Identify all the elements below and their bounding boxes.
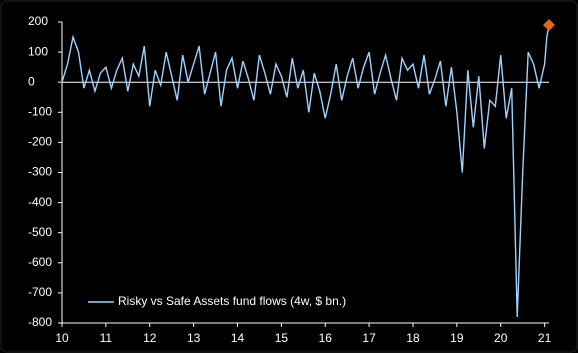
x-tick-label: 12 [143,331,157,345]
x-tick-label: 15 [275,331,289,345]
y-tick-label: -500 [28,225,52,239]
x-tick-label: 14 [231,331,245,345]
y-tick-label: -100 [28,104,52,118]
x-tick-label: 11 [100,331,113,345]
x-tick-label: 19 [450,331,464,345]
y-tick-label: -200 [28,135,52,149]
x-tick-label: 20 [494,331,508,345]
x-tick-label: 17 [362,331,376,345]
y-tick-label: 200 [28,14,48,28]
y-tick-label: 100 [28,44,48,58]
legend-label: Risky vs Safe Assets fund flows (4w, $ b… [118,294,346,308]
end-marker [543,19,555,32]
series-line [61,24,550,318]
x-tick-label: 10 [55,331,69,345]
y-tick-label: -800 [28,315,52,329]
x-tick-label: 16 [319,331,333,345]
y-tick-label: -600 [28,255,52,269]
y-tick-label: -400 [28,195,52,209]
x-tick-label: 13 [187,331,201,345]
x-tick-label: 18 [406,331,420,345]
y-tick-label: 0 [28,74,35,88]
y-tick-label: -700 [28,285,52,299]
y-tick-label: -300 [28,165,52,179]
x-tick-label: 21 [538,331,552,345]
